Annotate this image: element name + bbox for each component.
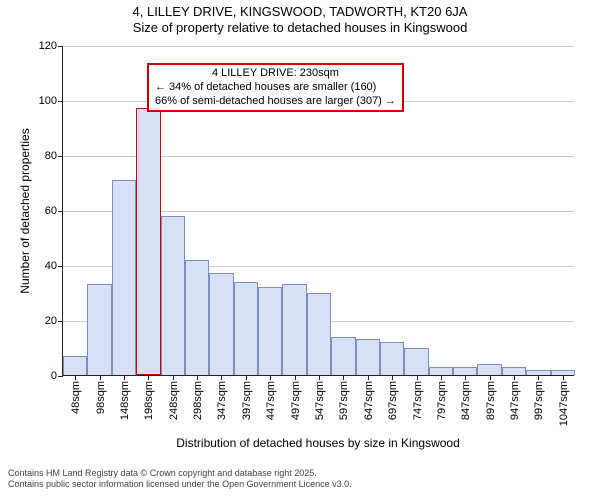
histogram-bar	[356, 339, 380, 375]
xtick-label: 48sqm	[68, 381, 82, 414]
annotation-line2: ← 34% of detached houses are smaller (16…	[155, 81, 396, 95]
histogram-bar	[209, 273, 233, 375]
xtick-label: 597sqm	[336, 381, 350, 420]
xtick-mark	[100, 375, 101, 380]
histogram-bar	[331, 337, 355, 376]
xtick-label: 447sqm	[263, 381, 277, 420]
ytick-label: 20	[23, 315, 63, 327]
xtick-label: 947sqm	[507, 381, 521, 420]
gridline	[63, 46, 574, 47]
xtick-mark	[197, 375, 198, 380]
xtick-mark	[563, 375, 564, 380]
xtick-mark	[465, 375, 466, 380]
ytick-label: 100	[23, 95, 63, 107]
xtick-mark	[270, 375, 271, 380]
attribution-text: Contains HM Land Registry data © Crown c…	[8, 468, 352, 490]
xtick-label: 647sqm	[361, 381, 375, 420]
histogram-chart: 4, LILLEY DRIVE, KINGSWOOD, TADWORTH, KT…	[0, 0, 600, 500]
xtick-mark	[173, 375, 174, 380]
xtick-mark	[514, 375, 515, 380]
histogram-bar	[380, 342, 404, 375]
xtick-mark	[441, 375, 442, 380]
xtick-label: 248sqm	[166, 381, 180, 420]
xtick-mark	[538, 375, 539, 380]
xtick-label: 997sqm	[531, 381, 545, 420]
xtick-label: 547sqm	[312, 381, 326, 420]
histogram-bar	[112, 180, 136, 375]
histogram-bar	[282, 284, 306, 375]
attribution-line2: Contains public sector information licen…	[8, 479, 352, 490]
histogram-bar	[63, 356, 87, 375]
ytick-label: 0	[23, 370, 63, 382]
attribution-line1: Contains HM Land Registry data © Crown c…	[8, 468, 352, 479]
xtick-mark	[148, 375, 149, 380]
xtick-label: 497sqm	[288, 381, 302, 420]
xtick-label: 797sqm	[434, 381, 448, 420]
histogram-bar	[258, 287, 282, 375]
xtick-mark	[417, 375, 418, 380]
xtick-mark	[368, 375, 369, 380]
xtick-mark	[295, 375, 296, 380]
histogram-bar	[161, 216, 185, 376]
xtick-label: 347sqm	[214, 381, 228, 420]
ytick-label: 120	[23, 40, 63, 52]
xtick-label: 98sqm	[93, 381, 107, 414]
annotation-line1: 4 LILLEY DRIVE: 230sqm	[155, 67, 396, 81]
xtick-label: 847sqm	[458, 381, 472, 420]
xtick-label: 298sqm	[190, 381, 204, 420]
xtick-label: 1047sqm	[556, 381, 570, 426]
annotation-line3: 66% of semi-detached houses are larger (…	[155, 95, 396, 109]
histogram-bar	[234, 282, 258, 376]
histogram-bar	[477, 364, 501, 375]
histogram-bar	[502, 367, 526, 375]
xtick-label: 747sqm	[410, 381, 424, 420]
xtick-mark	[490, 375, 491, 380]
xtick-label: 897sqm	[483, 381, 497, 420]
xtick-label: 397sqm	[239, 381, 253, 420]
xtick-mark	[392, 375, 393, 380]
xtick-mark	[75, 375, 76, 380]
xtick-label: 198sqm	[141, 381, 155, 420]
x-axis-label: Distribution of detached houses by size …	[62, 436, 574, 450]
chart-titles: 4, LILLEY DRIVE, KINGSWOOD, TADWORTH, KT…	[0, 4, 600, 35]
histogram-bar	[185, 260, 209, 376]
histogram-bar	[307, 293, 331, 376]
plot-area: 02040608010012048sqm98sqm148sqm198sqm248…	[62, 46, 574, 376]
chart-title-line2: Size of property relative to detached ho…	[0, 20, 600, 36]
histogram-bar	[87, 284, 111, 375]
xtick-mark	[343, 375, 344, 380]
histogram-bar	[429, 367, 453, 375]
xtick-label: 148sqm	[117, 381, 131, 420]
y-axis-label: Number of detached properties	[18, 111, 32, 311]
xtick-mark	[124, 375, 125, 380]
xtick-mark	[319, 375, 320, 380]
chart-title-line1: 4, LILLEY DRIVE, KINGSWOOD, TADWORTH, KT…	[0, 4, 600, 20]
histogram-bar	[404, 348, 428, 376]
xtick-mark	[246, 375, 247, 380]
annotation-box: 4 LILLEY DRIVE: 230sqm← 34% of detached …	[147, 63, 404, 112]
xtick-mark	[221, 375, 222, 380]
histogram-bar	[136, 108, 160, 375]
xtick-label: 697sqm	[385, 381, 399, 420]
histogram-bar	[453, 367, 477, 375]
